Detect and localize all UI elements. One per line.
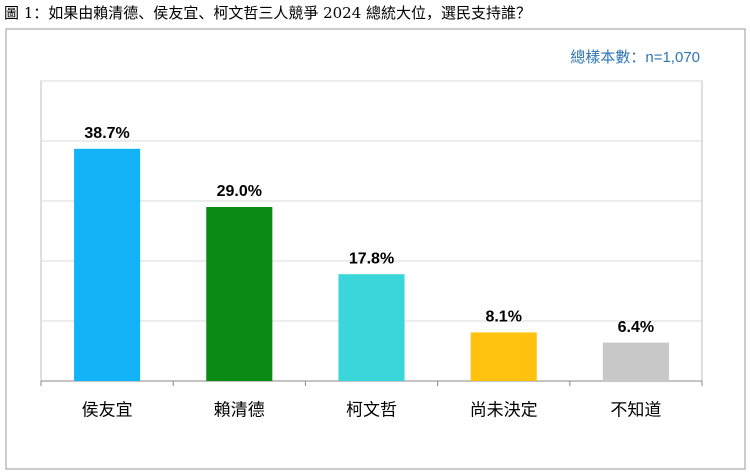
bar bbox=[602, 342, 669, 381]
x-tick-label: 賴清德 bbox=[214, 400, 265, 419]
bar bbox=[338, 274, 405, 381]
annotation: 總樣本數：n=1,070 bbox=[570, 48, 700, 66]
x-tick-label: 侯友宜 bbox=[82, 400, 133, 419]
data-label: 29.0% bbox=[217, 183, 262, 200]
chart-title: 圖 1：如果由賴清德、侯友宜、柯文哲三人競爭 2024 總統大位，選民支持誰？ bbox=[4, 4, 531, 22]
bar bbox=[74, 148, 141, 381]
bar bbox=[470, 332, 537, 381]
x-tick-label: 不知道 bbox=[610, 400, 661, 419]
data-label: 6.4% bbox=[618, 319, 654, 336]
bar bbox=[206, 207, 273, 381]
data-label: 38.7% bbox=[84, 125, 129, 142]
data-label: 8.1% bbox=[485, 309, 521, 326]
data-label: 17.8% bbox=[349, 250, 394, 267]
x-tick-label: 柯文哲 bbox=[346, 400, 397, 419]
chart-frame bbox=[5, 28, 746, 470]
x-tick-label: 尚未決定 bbox=[470, 400, 538, 419]
